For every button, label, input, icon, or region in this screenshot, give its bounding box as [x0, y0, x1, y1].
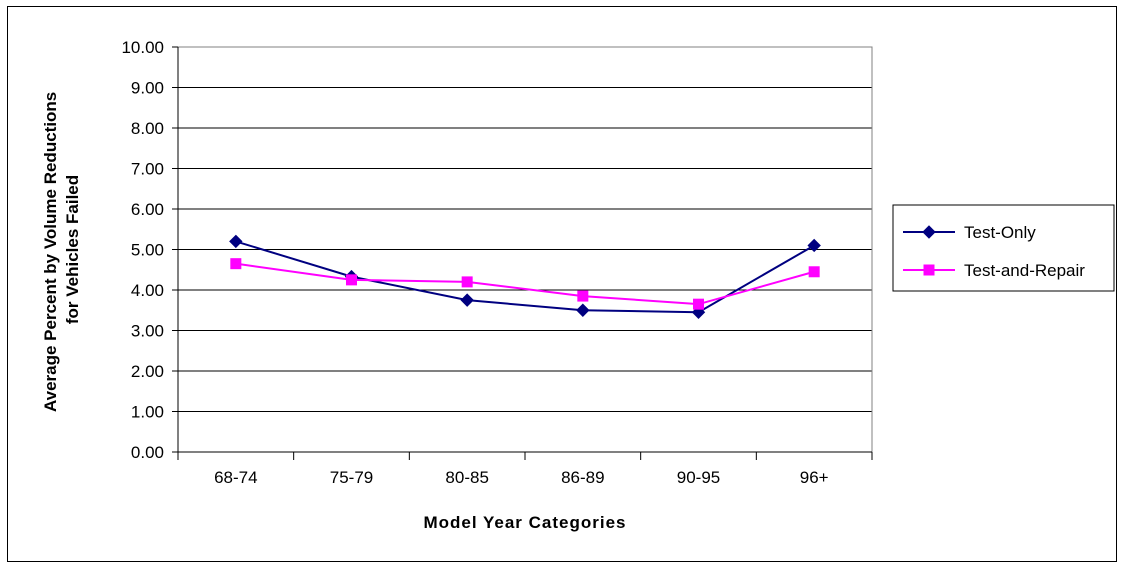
x-tick-label: 75-79	[330, 468, 373, 487]
data-point	[808, 266, 820, 278]
y-tick-label: 7.00	[131, 160, 164, 179]
y-tick-label: 3.00	[131, 322, 164, 341]
y-tick-label: 8.00	[131, 119, 164, 138]
legend-label: Test-and-Repair	[964, 261, 1085, 280]
y-axis-title: Average Percent by Volume Reductions for…	[41, 87, 82, 412]
series-layer	[229, 234, 821, 319]
x-axis-title: Model Year Categories	[423, 513, 626, 532]
y-tick-labels: 0.00 1.00 2.00 3.00 4.00 5.00 6.00 7.00 8.00 9.00…	[121, 38, 164, 462]
y-tick-label: 0.00	[131, 443, 164, 462]
y-axis-title-line-1: Average Percent by Volume Reductions	[41, 92, 60, 412]
data-point	[229, 234, 243, 249]
x-tick-label: 80-85	[445, 468, 488, 487]
legend: Test-Only Test-and-Repair	[892, 204, 1115, 292]
x-tick-label: 86-89	[561, 468, 604, 487]
x-tick-labels: 68-74 75-79 80-85 86-89 90-95 96+	[214, 468, 829, 487]
legend-marker	[922, 225, 936, 239]
y-tick-label: 2.00	[131, 362, 164, 381]
x-tick-label: 68-74	[214, 468, 257, 487]
series-test-and-repair	[230, 258, 820, 310]
series-line	[235, 240, 815, 314]
gridlines	[178, 46, 872, 412]
y-axis-title-line-2: for Vehicles Failed	[63, 175, 82, 324]
y-tick-label: 1.00	[131, 403, 164, 422]
y-tick-label: 4.00	[131, 281, 164, 300]
data-point	[461, 276, 473, 288]
legend-item: Test-and-Repair	[903, 261, 1085, 280]
data-point	[460, 293, 474, 307]
x-tick-label: 96+	[800, 468, 829, 487]
data-point	[577, 290, 589, 302]
y-tick-label: 5.00	[131, 241, 164, 260]
x-tick-label: 90-95	[677, 468, 720, 487]
data-point	[693, 298, 704, 310]
data-point	[346, 274, 357, 286]
axes	[172, 46, 873, 460]
data-point	[230, 258, 242, 270]
legend-marker	[923, 264, 935, 276]
series-line	[235, 262, 815, 306]
legend-box	[892, 204, 1115, 292]
data-point	[576, 303, 590, 317]
y-tick-label: 6.00	[131, 200, 164, 219]
legend-item: Test-Only	[903, 223, 1036, 242]
legend-label: Test-Only	[964, 223, 1036, 242]
series-test-only	[229, 234, 821, 319]
y-tick-label: 10.00	[121, 38, 164, 57]
y-tick-label: 9.00	[131, 79, 164, 98]
data-point	[807, 238, 821, 253]
